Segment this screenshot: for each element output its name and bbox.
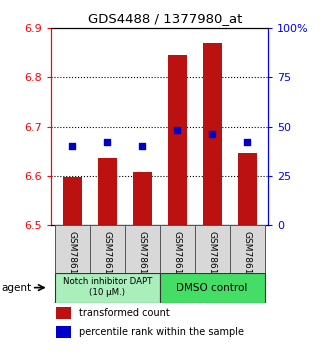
Bar bbox=[160, 273, 264, 303]
Bar bbox=[56, 307, 71, 319]
Bar bbox=[160, 225, 195, 273]
Point bbox=[105, 139, 110, 145]
Text: GSM786183: GSM786183 bbox=[103, 230, 112, 286]
Text: GDS4488 / 1377980_at: GDS4488 / 1377980_at bbox=[88, 12, 243, 25]
Text: GSM786184: GSM786184 bbox=[138, 230, 147, 285]
Bar bbox=[230, 225, 264, 273]
Point bbox=[140, 143, 145, 149]
Text: percentile rank within the sample: percentile rank within the sample bbox=[79, 327, 244, 337]
Text: GSM786185: GSM786185 bbox=[173, 230, 182, 286]
Bar bbox=[133, 172, 152, 225]
Text: transformed count: transformed count bbox=[79, 308, 169, 318]
Bar bbox=[195, 225, 230, 273]
Text: Notch inhibitor DAPT
(10 μM.): Notch inhibitor DAPT (10 μM.) bbox=[63, 277, 152, 297]
Bar bbox=[167, 55, 187, 225]
Text: GSM786187: GSM786187 bbox=[243, 230, 252, 286]
Text: agent: agent bbox=[2, 282, 32, 293]
Bar bbox=[55, 273, 160, 303]
Point bbox=[245, 139, 250, 145]
Bar bbox=[56, 326, 71, 338]
Text: GSM786186: GSM786186 bbox=[208, 230, 217, 286]
Point bbox=[174, 128, 180, 133]
Bar bbox=[98, 159, 117, 225]
Bar bbox=[238, 153, 257, 225]
Bar bbox=[55, 225, 90, 273]
Point bbox=[70, 143, 75, 149]
Bar bbox=[125, 225, 160, 273]
Bar bbox=[90, 225, 125, 273]
Point bbox=[210, 132, 215, 137]
Text: GSM786182: GSM786182 bbox=[68, 230, 77, 285]
Bar bbox=[63, 177, 82, 225]
Text: DMSO control: DMSO control bbox=[176, 282, 248, 293]
Bar bbox=[203, 43, 222, 225]
